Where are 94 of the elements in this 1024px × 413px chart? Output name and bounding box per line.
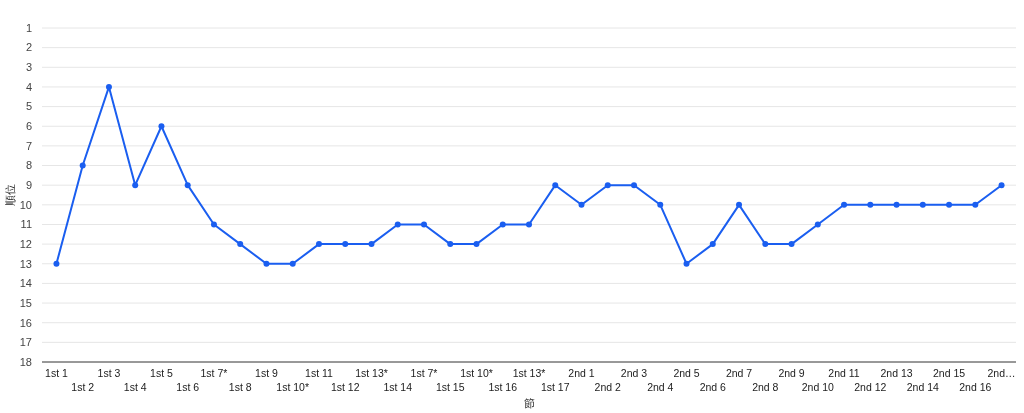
point [368, 241, 375, 248]
y-tick-label: 11 [20, 218, 32, 231]
point [289, 260, 296, 267]
x-tick-label: 2nd 3 [620, 367, 648, 379]
x-tick-label: 2nd 15 [932, 367, 966, 379]
point [946, 201, 953, 208]
x-tick-label: 2nd 5 [673, 367, 700, 379]
x-tick-label: 1st 7* [410, 367, 438, 379]
x-tick-label: 1st 12 [330, 381, 360, 393]
x-tick-label: 1st 9 [255, 367, 279, 379]
y-tick-label: 7 [25, 139, 32, 152]
y-tick-label: 9 [25, 179, 32, 192]
x-tick-label: 2nd 4 [647, 381, 674, 393]
y-tick-label: 3 [25, 61, 32, 74]
y-tick-label: 8 [25, 159, 32, 172]
x-tick-label: 2nd 13 [880, 367, 913, 379]
x-tick-label: 1st 13* [512, 367, 546, 379]
point [788, 241, 795, 248]
x-tick-label: 2nd 11 [828, 367, 860, 379]
x-tick-label: 2nd 1 [568, 367, 595, 379]
x-tick-label: 1st 8 [228, 381, 252, 393]
point [762, 241, 769, 248]
point [919, 201, 926, 208]
y-tick-label: 15 [19, 296, 32, 309]
x-tick-label: 2nd 10 [801, 381, 834, 393]
point [394, 221, 401, 228]
point [342, 241, 349, 248]
point [867, 201, 874, 208]
point [972, 201, 979, 208]
x-tick-label: 2nd 7 [725, 367, 753, 379]
point [158, 123, 165, 130]
x-tick-label: 2nd 8 [752, 381, 779, 393]
y-tick-label: 6 [25, 120, 32, 133]
point [447, 241, 454, 248]
x-tick-label: 1st 15 [435, 381, 465, 393]
point [210, 221, 217, 228]
point [79, 162, 86, 169]
y-tick-label: 2 [25, 41, 32, 54]
point [473, 241, 480, 248]
point [814, 221, 821, 228]
x-tick-label: 1st 2 [71, 381, 95, 393]
point [237, 241, 244, 248]
point [552, 182, 559, 189]
point [998, 182, 1005, 189]
point [105, 83, 112, 90]
x-tick-label: 2nd 9 [778, 367, 805, 379]
point [893, 201, 900, 208]
point [631, 182, 638, 189]
y-tick-label: 10 [19, 198, 32, 211]
y-tick-label: 13 [19, 257, 32, 270]
point [578, 201, 585, 208]
x-tick-label: 2nd 12 [854, 381, 887, 393]
point [53, 260, 60, 267]
point [420, 221, 427, 228]
x-tick-label: 2nd 2 [594, 381, 622, 393]
point [657, 201, 664, 208]
x-tick-label: 1st 16 [488, 381, 518, 393]
x-tick-label: 1st 6 [176, 381, 200, 393]
x-tick-label: 1st 5 [150, 367, 173, 379]
y-axis-title: 順位 [4, 184, 16, 206]
y-tick-label: 18 [19, 355, 32, 368]
x-tick-label: 2nd 14 [906, 381, 940, 393]
x-tick-label: 2nd 6 [699, 381, 727, 393]
point [736, 201, 743, 208]
x-tick-label: 1st 17 [540, 381, 570, 393]
point [315, 241, 322, 248]
x-tick-label: 2nd… [987, 367, 1016, 379]
x-tick-label: 2nd 16 [959, 381, 992, 393]
point [841, 201, 848, 208]
x-axis-title: 節 [523, 397, 535, 409]
x-tick-label: 1st 11 [305, 367, 334, 379]
point [604, 182, 611, 189]
y-tick-label: 1 [25, 21, 32, 34]
point [526, 221, 532, 228]
x-tick-label: 1st 13* [355, 367, 388, 379]
point [132, 182, 139, 189]
x-tick-label: 1st 14 [383, 381, 413, 393]
point [709, 241, 716, 248]
y-tick-label: 12 [19, 237, 32, 250]
y-tick-label: 14 [19, 277, 32, 290]
x-tick-label: 1st 3 [97, 367, 121, 379]
y-tick-label: 16 [19, 316, 32, 329]
x-tick-label: 1st 10* [276, 381, 310, 393]
point [499, 221, 506, 228]
point [683, 260, 690, 267]
point [184, 182, 191, 189]
x-tick-label: 1st 1 [45, 367, 68, 379]
y-tick-label: 17 [19, 336, 32, 349]
point [263, 260, 270, 267]
y-tick-label: 5 [25, 100, 32, 113]
x-tick-label: 1st 10* [460, 367, 493, 379]
y-tick-label: 4 [25, 80, 32, 93]
x-tick-label: 1st 4 [123, 381, 147, 393]
x-tick-label: 1st 7* [200, 367, 228, 379]
